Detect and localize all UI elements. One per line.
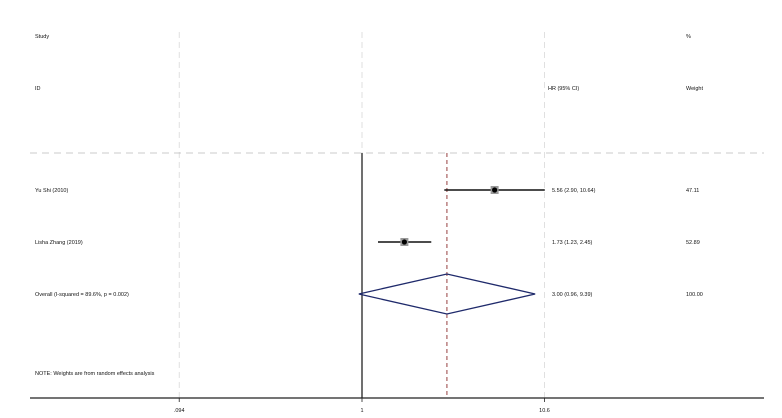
x-tick-label-0: .094 (174, 408, 185, 414)
study-label-0: Yu Shi (2010) (35, 188, 68, 194)
point-estimate-1 (401, 239, 407, 245)
note: NOTE: Weights are from random effects an… (35, 371, 155, 377)
study-weight-0: 47.11 (686, 188, 699, 194)
overall-ci: 3.00 (0.96, 9.39) (552, 292, 593, 298)
header-id: ID (35, 86, 41, 92)
study-weight-1: 52.89 (686, 240, 700, 246)
overall-weight: 100.00 (686, 292, 703, 298)
study-ci-0: 5.56 (2.90, 10.64) (552, 188, 596, 194)
study-label-1: Lisha Zhang (2019) (35, 240, 83, 246)
study-ci-1: 1.73 (1.23, 2.45) (552, 240, 593, 246)
header-weight: Weight (686, 86, 703, 92)
header-study: Study (35, 34, 49, 40)
header-pct: % (686, 34, 691, 40)
header-effect: HR (95% CI) (548, 86, 579, 92)
x-tick-label-2: 10.6 (539, 408, 550, 414)
overall-label: Overall (I-squared = 89.6%, p = 0.002) (35, 292, 129, 298)
overall-diamond (358, 273, 536, 315)
x-tick-label-1: 1 (360, 408, 363, 414)
point-estimate-0 (492, 187, 498, 193)
